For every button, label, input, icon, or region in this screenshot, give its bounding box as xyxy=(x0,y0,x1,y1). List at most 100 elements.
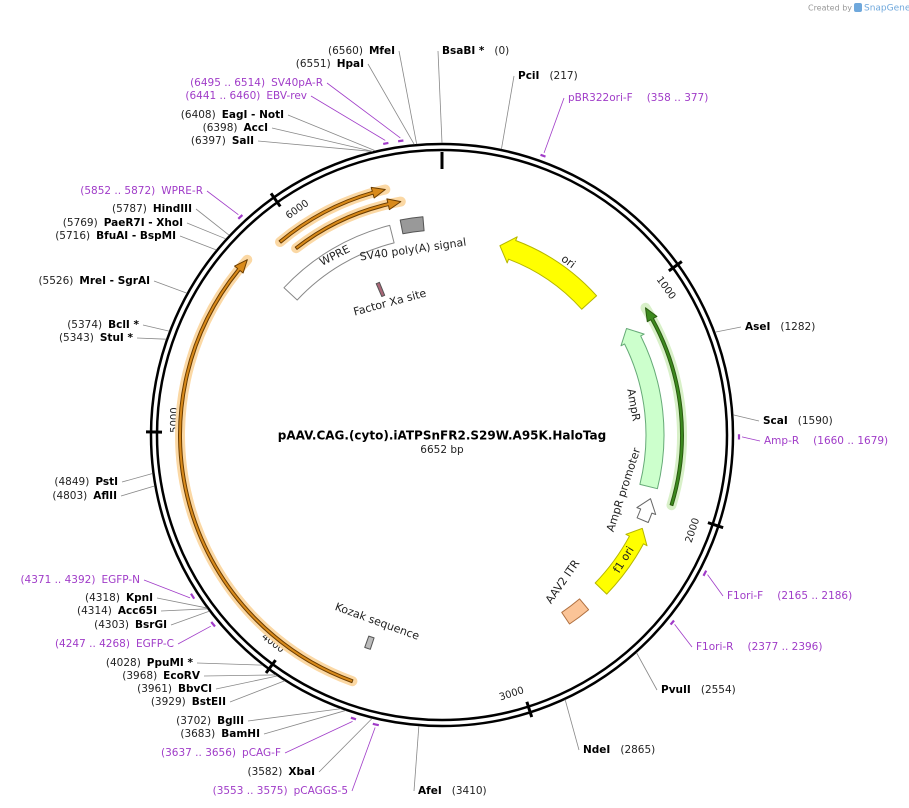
site-position: (4849) xyxy=(54,476,89,488)
primer-leader xyxy=(177,625,211,645)
primer-mark xyxy=(350,716,357,721)
site-label: (4318) KpnI xyxy=(85,592,153,604)
site-leader xyxy=(156,597,207,609)
site-position: (4314) xyxy=(77,605,112,617)
site-name: BsaBI * xyxy=(442,45,485,57)
feature-factor-xa xyxy=(375,281,386,297)
feature-polya xyxy=(399,216,425,235)
site-label: PciI (217) xyxy=(518,70,578,82)
tick-label: 3000 xyxy=(498,685,526,703)
site-name: XbaI xyxy=(288,766,315,778)
site-name: PpuMI * xyxy=(147,657,194,669)
site-position: (3968) xyxy=(122,670,157,682)
primer-leader xyxy=(310,95,386,141)
primer-name: Amp-R xyxy=(764,435,799,447)
site-leader xyxy=(229,680,285,703)
primer-range: (1660 .. 1679) xyxy=(813,435,888,447)
primer-leader xyxy=(707,574,724,597)
site-name: AseI xyxy=(745,321,770,333)
site-leader xyxy=(367,63,415,145)
primer-leader xyxy=(351,727,376,792)
primer-name: WPRE-R xyxy=(161,185,203,197)
primer-mark xyxy=(210,621,216,628)
site-position: (4303) xyxy=(94,619,129,631)
credit-brand: SnapGene xyxy=(864,4,909,14)
site-leader xyxy=(186,222,226,240)
site-leader xyxy=(564,699,580,751)
primer-name: F1ori-F xyxy=(727,590,763,602)
primer-leader xyxy=(543,97,565,154)
site-label: (6560) MfeI xyxy=(328,45,395,57)
site-leader xyxy=(398,50,418,145)
primer-range: (358 .. 377) xyxy=(647,92,709,104)
site-leader xyxy=(263,710,346,735)
feature-promoter xyxy=(636,498,657,523)
site-position: (6560) xyxy=(328,45,363,57)
site-leader xyxy=(636,652,658,691)
primer-label: F1ori-R (2377 .. 2396) xyxy=(696,641,822,653)
site-name: BstEII xyxy=(192,696,226,708)
backbone-inner xyxy=(155,148,729,722)
primer-mark xyxy=(540,153,546,158)
primer-label: pBR322ori-F (358 .. 377) xyxy=(568,92,708,104)
site-label: (5526) MreI - SgrAI xyxy=(38,275,150,287)
site-name: NdeI xyxy=(583,744,610,756)
site-leader xyxy=(437,50,443,144)
site-name: HpaI xyxy=(337,58,364,70)
site-position: (2865) xyxy=(620,744,655,756)
primer-mark xyxy=(702,570,708,577)
site-label: (5787) HindIII xyxy=(112,203,192,215)
site-label: AfeI (3410) xyxy=(418,785,487,797)
feature-arc xyxy=(294,198,402,250)
site-name: BglII xyxy=(217,715,244,727)
site-label: (5374) BclI * xyxy=(67,319,139,331)
tick-label: 2000 xyxy=(684,517,702,545)
primer-leader xyxy=(741,436,761,442)
site-position: (5716) xyxy=(55,230,90,242)
primer-name: pCAGGS-5 xyxy=(294,785,348,797)
map-title: pAAV.CAG.(cyto).iATPSnFR2.S29W.A95K.Halo… xyxy=(278,429,606,443)
site-leader xyxy=(142,324,170,332)
site-label: PvuII (2554) xyxy=(661,684,736,696)
site-label: (3961) BbvCI xyxy=(137,683,212,695)
site-leader xyxy=(179,235,217,251)
primer-leader xyxy=(143,579,191,599)
feature-itr xyxy=(561,598,590,625)
site-label: ScaI (1590) xyxy=(763,415,833,427)
site-name: PciI xyxy=(518,70,539,82)
feature-label: AmpR promoter xyxy=(604,446,644,534)
site-name: PaeR7I - XhoI xyxy=(104,217,183,229)
site-leader xyxy=(170,610,210,626)
site-name: KpnI xyxy=(126,592,153,604)
site-name: SalI xyxy=(232,135,254,147)
site-position: (3683) xyxy=(180,728,215,740)
site-label: NdeI (2865) xyxy=(583,744,655,756)
site-label: (5343) StuI * xyxy=(59,332,134,344)
site-position: (3929) xyxy=(151,696,186,708)
primer-label: (6495 .. 6514) SV40pA-R xyxy=(190,77,323,89)
site-position: (3961) xyxy=(137,683,172,695)
site-leader xyxy=(215,675,278,690)
site-label: (6551) HpaI xyxy=(296,58,364,70)
primer-label: (6441 .. 6460) EBV-rev xyxy=(185,90,307,102)
site-position: (5787) xyxy=(112,203,147,215)
site-position: (0) xyxy=(494,45,509,57)
site-label: (4803) AflII xyxy=(52,490,117,502)
site-name: MreI - SgrAI xyxy=(79,275,150,287)
site-position: (6408) xyxy=(181,109,216,121)
primer-range: (3553 .. 3575) xyxy=(213,785,288,797)
feature-kozak xyxy=(364,635,375,650)
tick-mark xyxy=(269,192,282,208)
tick-mark xyxy=(667,260,683,273)
site-position: (5526) xyxy=(38,275,73,287)
site-leader xyxy=(733,414,760,422)
primer-label: (3553 .. 3575) pCAGGS-5 xyxy=(213,785,348,797)
backbone-outer xyxy=(149,142,735,728)
site-leader xyxy=(247,708,341,722)
site-position: (1590) xyxy=(798,415,833,427)
site-label: (4314) Acc65I xyxy=(77,605,157,617)
site-leader xyxy=(121,473,153,483)
feature-label: Factor Xa site xyxy=(352,286,428,318)
feature-ampr xyxy=(620,328,665,490)
site-name: AfeI xyxy=(418,785,442,797)
